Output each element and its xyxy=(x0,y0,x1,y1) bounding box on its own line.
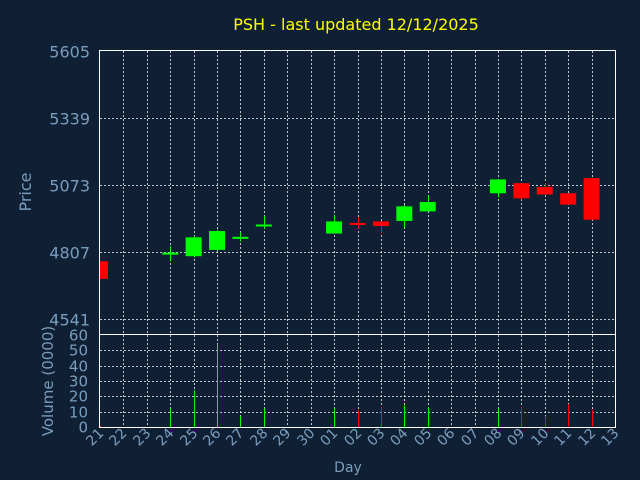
axis-ticks: 21 22 23 24 25 26 27 28 29 30 01 02 03 04 05 06 07 08 09 10… xyxy=(49,43,622,450)
volume-bar xyxy=(404,405,405,427)
x-tick-label: 09 xyxy=(504,426,528,450)
candle xyxy=(209,229,226,252)
candle xyxy=(326,214,343,234)
volume-bars xyxy=(100,344,593,427)
candle xyxy=(255,215,272,229)
volume-bar xyxy=(194,390,195,427)
candle xyxy=(419,195,436,212)
candle-body xyxy=(349,222,366,225)
candle-body xyxy=(489,179,506,194)
volume-bar xyxy=(240,416,241,427)
chart-title: PSH - last updated 12/12/2025 xyxy=(233,15,479,34)
volume-bar xyxy=(358,410,359,427)
volume-tick-label: 60 xyxy=(69,327,88,345)
candle-body xyxy=(185,237,202,257)
x-tick-label: 26 xyxy=(200,425,224,449)
candle-body xyxy=(326,221,343,234)
x-tick-label: 12 xyxy=(575,426,599,450)
candle xyxy=(185,236,202,258)
candle-body xyxy=(162,252,179,255)
candle-body xyxy=(536,186,553,195)
volume-plot-frame xyxy=(99,334,616,428)
candle-body xyxy=(396,206,413,221)
x-tick-label: 28 xyxy=(247,426,271,450)
x-tick-label: 29 xyxy=(270,426,294,450)
x-tick-label: 06 xyxy=(434,425,458,449)
volume-bar xyxy=(334,408,335,427)
candle-body xyxy=(583,178,600,220)
volume-gridlines xyxy=(100,335,615,427)
price-tick-label: 5339 xyxy=(49,110,90,129)
candle xyxy=(349,217,366,229)
volume-bar xyxy=(381,407,382,427)
price-tick-label: 5073 xyxy=(49,177,90,196)
candle-body xyxy=(560,193,577,205)
candle xyxy=(513,183,530,200)
volume-tick-label: 20 xyxy=(69,388,88,406)
x-tick-label: 23 xyxy=(130,426,154,450)
volume-bar xyxy=(568,404,569,427)
volume-bar xyxy=(592,410,593,427)
volume-tick-label: 30 xyxy=(69,373,88,391)
volume-tick-label: 10 xyxy=(69,404,88,422)
candle-body xyxy=(232,236,249,239)
volume-tick-label: 50 xyxy=(69,342,88,360)
day-axis-label: Day xyxy=(334,460,362,476)
x-tick-label: 27 xyxy=(223,426,247,450)
candle-body xyxy=(100,261,108,279)
candle xyxy=(100,261,108,279)
x-tick-label: 30 xyxy=(294,426,318,450)
x-tick-label: 11 xyxy=(551,426,575,450)
candle-body xyxy=(372,221,389,226)
volume-tick-label: 40 xyxy=(69,358,88,376)
volume-bar xyxy=(170,408,171,427)
candle-body xyxy=(209,231,226,250)
x-tick-label: 03 xyxy=(364,426,388,450)
price-candles xyxy=(100,178,600,279)
x-tick-label: 05 xyxy=(411,426,435,450)
candle xyxy=(583,178,600,220)
price-tick-label: 5605 xyxy=(49,43,90,62)
x-tick-label: 24 xyxy=(153,425,177,449)
candle xyxy=(372,220,389,234)
x-tick-label: 02 xyxy=(341,426,365,450)
candle-body xyxy=(255,224,272,227)
volume-bar xyxy=(100,425,101,427)
candle xyxy=(232,232,249,242)
price-tick-label: 4807 xyxy=(49,244,90,263)
volume-bar xyxy=(217,344,218,427)
x-tick-label: 13 xyxy=(598,426,622,450)
volume-bar xyxy=(545,416,546,427)
price-tick-label: 4541 xyxy=(49,311,90,330)
volume-bar xyxy=(498,408,499,427)
x-tick-label: 10 xyxy=(528,426,552,450)
candle-body xyxy=(513,183,530,199)
x-tick-label: 22 xyxy=(106,426,130,450)
x-tick-label: 07 xyxy=(458,426,482,450)
volume-bar xyxy=(521,407,522,427)
volume-axis-label: Volume (0000) xyxy=(39,326,57,436)
x-tick-label: 08 xyxy=(481,426,505,450)
candle xyxy=(162,246,179,262)
volume-bar xyxy=(428,407,429,427)
volume-tick-label: 0 xyxy=(78,419,88,437)
candle xyxy=(396,204,413,228)
candle xyxy=(536,183,553,195)
candle-body xyxy=(419,202,436,212)
x-tick-label: 01 xyxy=(317,426,341,450)
x-tick-label: 04 xyxy=(387,425,411,449)
candle xyxy=(489,179,506,198)
candle xyxy=(560,193,577,205)
x-tick-label: 25 xyxy=(177,426,201,450)
volume-bar xyxy=(264,408,265,427)
price-axis-label: Price xyxy=(16,172,35,211)
